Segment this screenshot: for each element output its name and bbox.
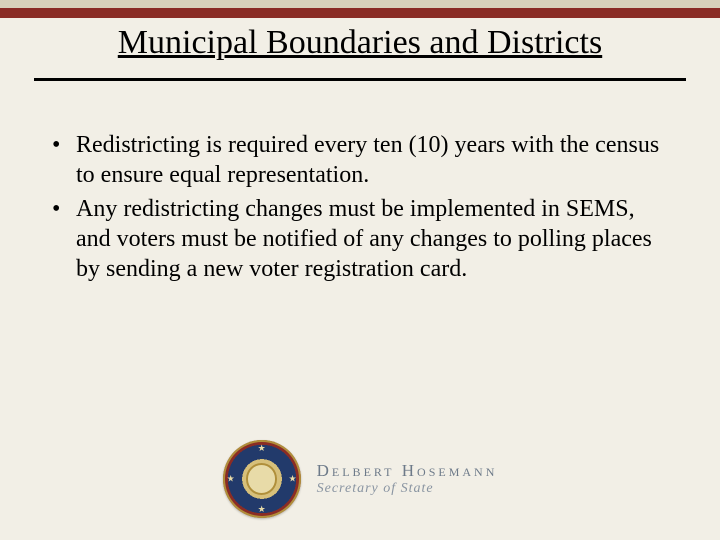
title-underline — [34, 78, 686, 81]
seal-star-icon: ★ — [258, 505, 266, 514]
bullet-list: • Redistricting is required every ten (1… — [50, 130, 660, 288]
list-item: • Any redistricting changes must be impl… — [50, 194, 660, 284]
state-seal-icon: ★ ★ ★ ★ — [223, 440, 301, 518]
page-title: Municipal Boundaries and Districts — [0, 24, 720, 62]
list-item: • Redistricting is required every ten (1… — [50, 130, 660, 190]
stripe-gap — [0, 18, 720, 22]
seal-star-icon: ★ — [258, 444, 266, 453]
stripe-sand-top — [0, 0, 720, 8]
header-stripes — [0, 0, 720, 22]
bullet-text: Redistricting is required every ten (10)… — [76, 130, 660, 190]
seal-star-icon: ★ — [227, 475, 235, 484]
footer-text-block: Delbert Hosemann Secretary of State — [317, 462, 498, 496]
bullet-dot-icon: • — [50, 130, 76, 190]
footer: ★ ★ ★ ★ Delbert Hosemann Secretary of St… — [0, 440, 720, 518]
seal-star-icon: ★ — [289, 475, 297, 484]
bullet-dot-icon: • — [50, 194, 76, 284]
footer-name: Delbert Hosemann — [317, 462, 498, 481]
bullet-text: Any redistricting changes must be implem… — [76, 194, 660, 284]
footer-role: Secretary of State — [317, 481, 498, 496]
stripe-red — [0, 8, 720, 18]
